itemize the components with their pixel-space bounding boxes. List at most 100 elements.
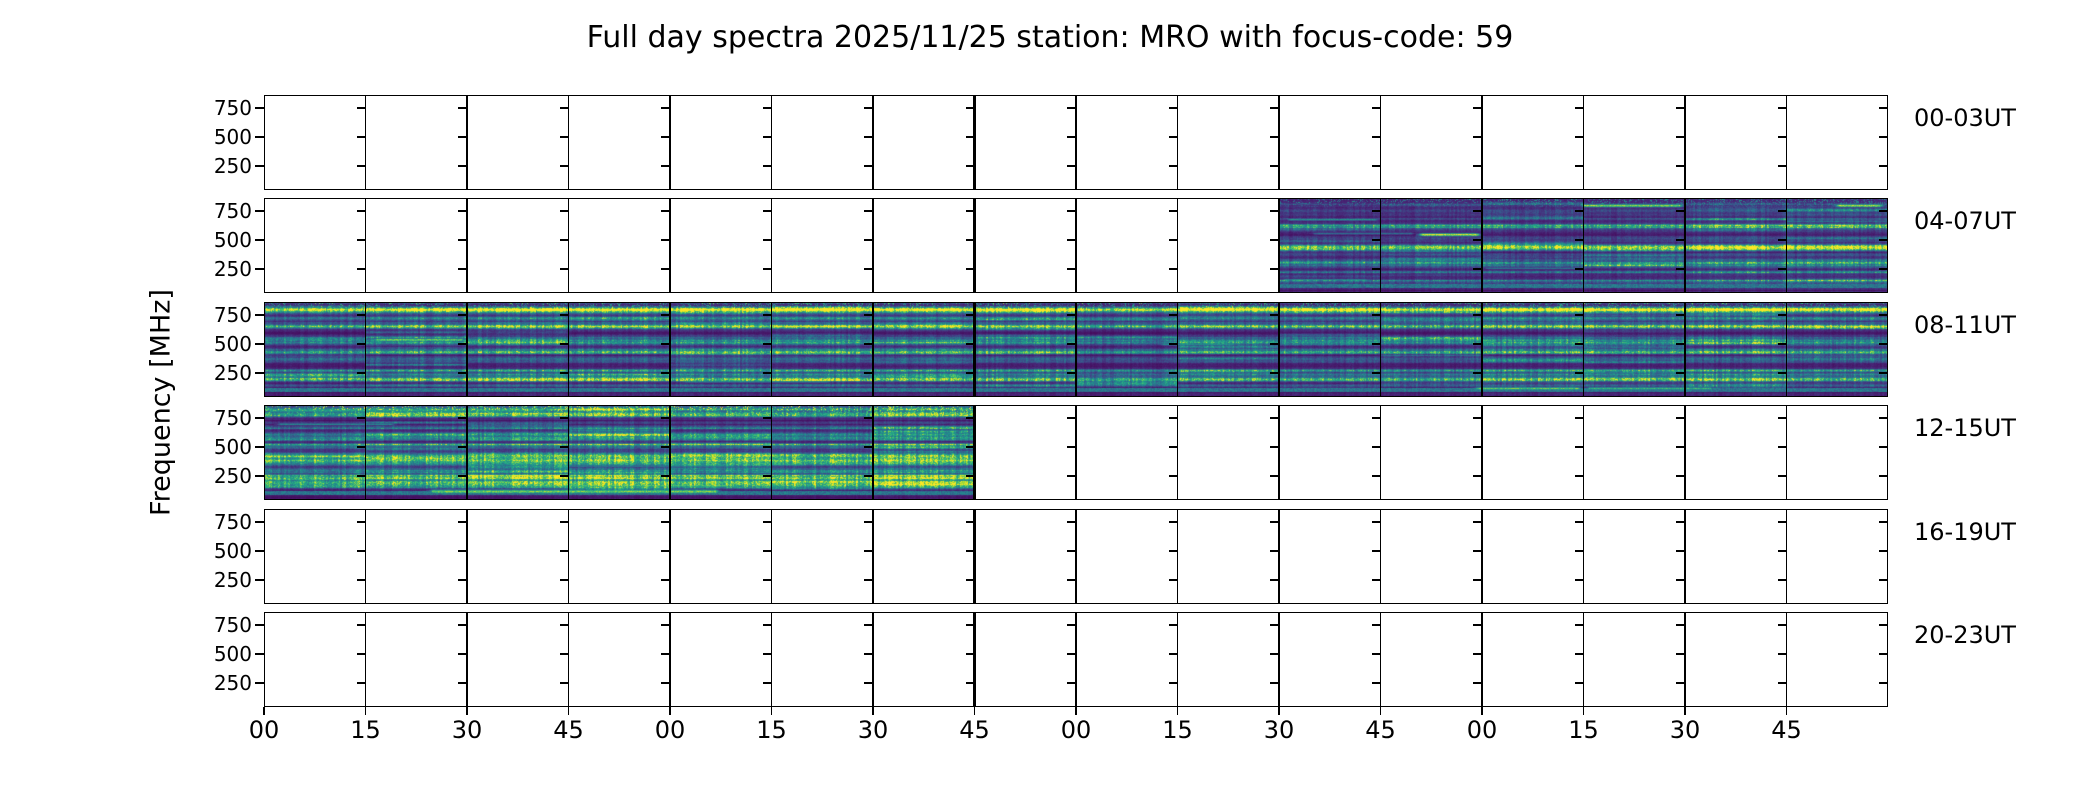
y-tick-label: 750 bbox=[213, 613, 252, 637]
panel-boundary bbox=[1785, 405, 1788, 500]
y-tick bbox=[661, 682, 670, 684]
panel-boundary bbox=[1582, 302, 1585, 397]
y-tick bbox=[356, 210, 366, 212]
y-tick bbox=[1067, 446, 1076, 448]
y-tick bbox=[458, 107, 467, 109]
y-tick bbox=[661, 475, 670, 477]
y-tick bbox=[661, 521, 670, 523]
row-label-08-11ut: 08-11UT bbox=[1914, 311, 2016, 339]
x-tick bbox=[973, 707, 976, 715]
x-tick bbox=[1176, 707, 1179, 715]
y-tick bbox=[1574, 210, 1584, 212]
panel-boundary bbox=[1582, 198, 1585, 293]
y-tick bbox=[661, 107, 670, 109]
y-tick bbox=[1270, 239, 1279, 241]
panel-boundary bbox=[466, 302, 468, 397]
y-tick bbox=[1879, 417, 1888, 419]
y-tick bbox=[661, 624, 670, 626]
y-tick bbox=[661, 372, 670, 374]
y-tick bbox=[1067, 314, 1076, 316]
y-tick bbox=[1067, 165, 1076, 167]
panel-boundary bbox=[1684, 95, 1686, 190]
y-tick bbox=[1473, 239, 1482, 241]
x-tick bbox=[1582, 707, 1585, 715]
panel-boundary bbox=[1785, 612, 1788, 707]
y-tick bbox=[1473, 417, 1482, 419]
y-tick bbox=[1371, 314, 1381, 316]
y-tick bbox=[559, 314, 569, 316]
y-tick bbox=[1067, 624, 1076, 626]
spectra-row-00-03ut: 750 500 250 00-03UT bbox=[214, 95, 2016, 190]
y-tick bbox=[1067, 579, 1076, 581]
spectra-row-04-07ut: 750 500 250 04-07UT bbox=[214, 198, 2016, 293]
x-tick-label: 30 bbox=[1263, 716, 1295, 744]
y-tick bbox=[1270, 475, 1279, 477]
y-tick bbox=[1067, 210, 1076, 212]
panel-boundary bbox=[1785, 302, 1788, 397]
x-tick-label: 45 bbox=[553, 716, 584, 744]
y-tick bbox=[661, 550, 670, 552]
y-tick bbox=[1067, 343, 1076, 345]
panel-boundary bbox=[770, 509, 773, 604]
y-tick bbox=[762, 521, 772, 523]
panel-boundary bbox=[466, 509, 468, 604]
y-tick bbox=[458, 136, 467, 138]
y-tick-label: 500 bbox=[213, 539, 252, 563]
y-tick-label: 500 bbox=[213, 435, 252, 459]
y-tick bbox=[1473, 682, 1482, 684]
y-tick bbox=[458, 521, 467, 523]
panel-boundary bbox=[1379, 95, 1382, 190]
y-tick bbox=[965, 521, 975, 523]
y-tick bbox=[1371, 579, 1381, 581]
y-tick bbox=[458, 417, 467, 419]
panel-boundary bbox=[1379, 509, 1382, 604]
panel-boundary bbox=[364, 198, 367, 293]
y-tick bbox=[1777, 239, 1787, 241]
spectra-row-12-15ut: 750 500 250 12-15UT bbox=[214, 405, 2016, 500]
y-tick bbox=[1473, 653, 1482, 655]
x-tick-label: 00 bbox=[1466, 716, 1498, 744]
y-tick bbox=[255, 624, 264, 626]
y-tick bbox=[458, 372, 467, 374]
y-tick bbox=[1067, 239, 1076, 241]
y-tick bbox=[1574, 521, 1584, 523]
y-tick bbox=[1168, 417, 1178, 419]
y-tick bbox=[356, 372, 366, 374]
y-tick bbox=[1879, 624, 1888, 626]
row-frame bbox=[264, 95, 1888, 190]
y-tick bbox=[559, 579, 569, 581]
panel-boundary bbox=[567, 95, 570, 190]
y-tick bbox=[1168, 314, 1178, 316]
y-tick bbox=[559, 343, 569, 345]
y-tick-label: 250 bbox=[213, 361, 252, 385]
y-tick-label: 500 bbox=[213, 228, 252, 252]
x-tick-label: 45 bbox=[1771, 716, 1802, 744]
y-tick bbox=[1473, 475, 1482, 477]
row-label-00-03ut: 00-03UT bbox=[1914, 104, 2016, 132]
y-tick bbox=[864, 372, 873, 374]
y-tick bbox=[1168, 682, 1178, 684]
panel-boundary bbox=[669, 405, 671, 500]
y-tick bbox=[255, 314, 264, 316]
y-tick bbox=[864, 165, 873, 167]
y-tick bbox=[458, 550, 467, 552]
y-tick bbox=[1879, 268, 1888, 270]
panel-boundary bbox=[770, 612, 773, 707]
y-tick-label: 750 bbox=[213, 96, 252, 120]
y-tick bbox=[559, 372, 569, 374]
panel-boundary bbox=[1684, 509, 1686, 604]
panel-boundary bbox=[466, 95, 468, 190]
y-tick bbox=[1473, 268, 1482, 270]
y-tick bbox=[1270, 372, 1279, 374]
y-tick bbox=[1168, 446, 1178, 448]
spectra-row-08-11ut: 750 500 250 08-11UT bbox=[214, 302, 2016, 397]
y-tick bbox=[965, 550, 975, 552]
y-tick bbox=[661, 165, 670, 167]
y-tick bbox=[559, 136, 569, 138]
y-tick bbox=[1777, 521, 1787, 523]
y-tick bbox=[762, 136, 772, 138]
x-tick bbox=[872, 707, 874, 715]
y-tick bbox=[1676, 521, 1685, 523]
panel-boundary bbox=[973, 95, 976, 190]
row-frame bbox=[264, 198, 1888, 293]
